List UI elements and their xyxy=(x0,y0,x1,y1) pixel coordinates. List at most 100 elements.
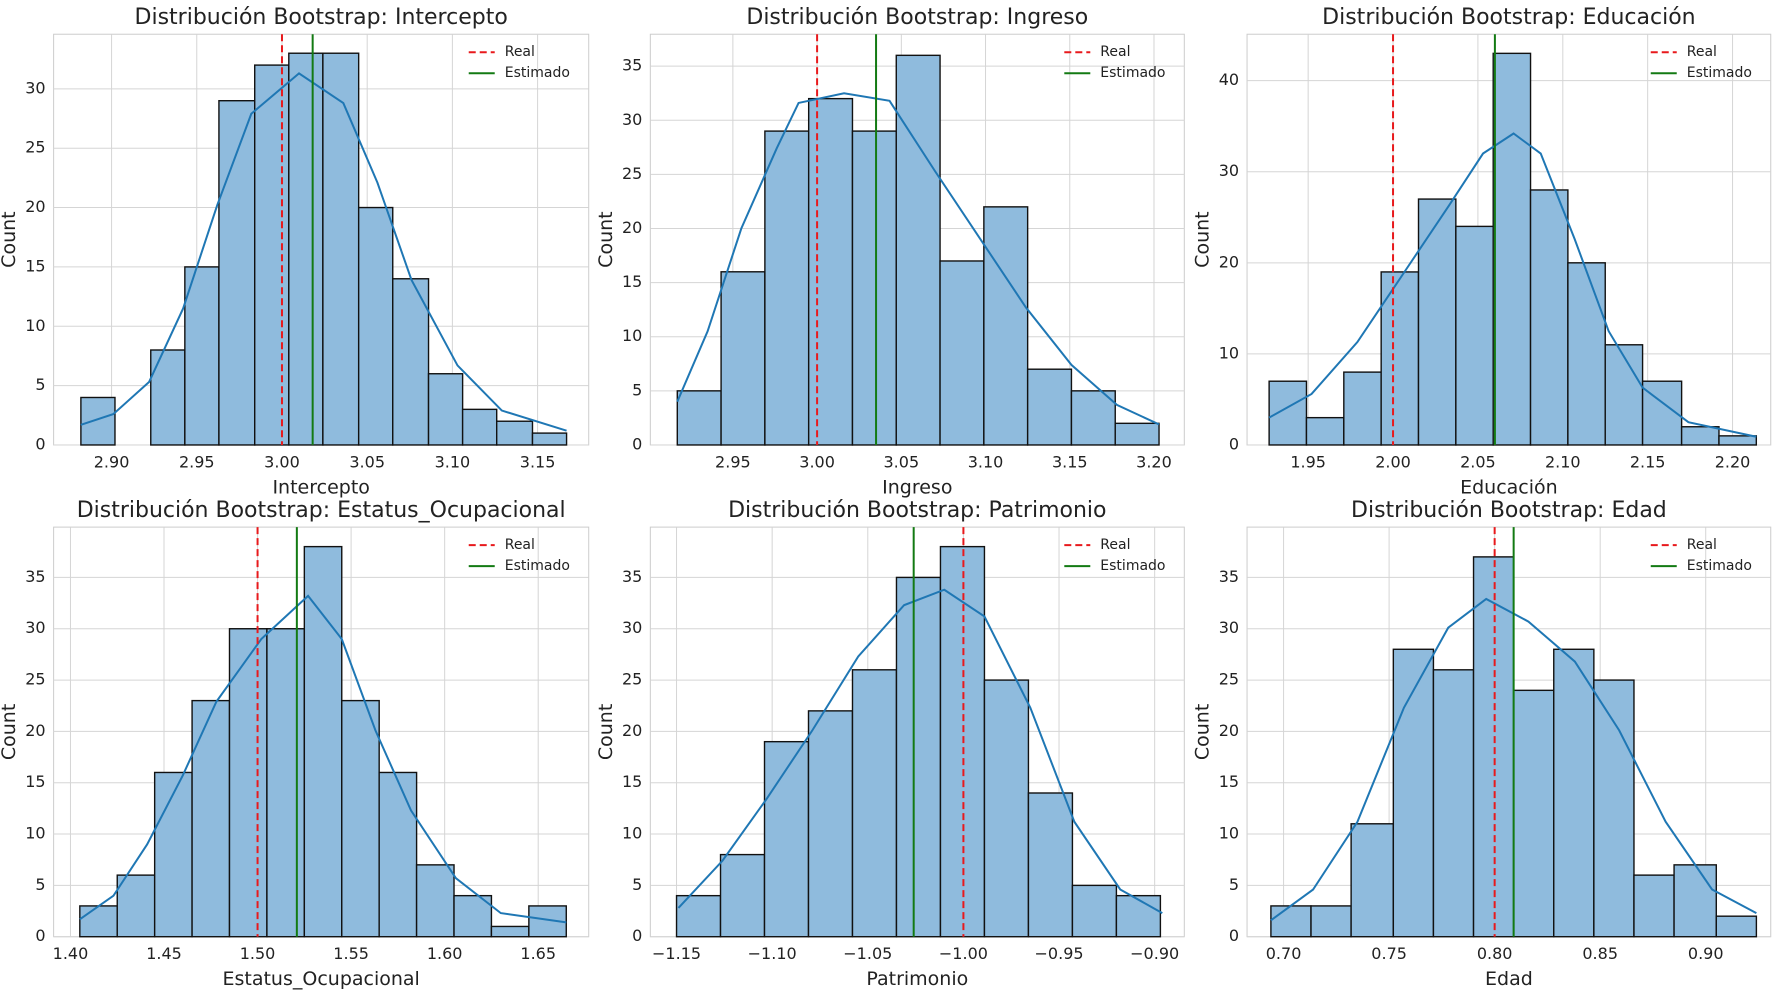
chart-title: Distribución Bootstrap: Ingreso xyxy=(746,5,1088,30)
y-tick-label: 20 xyxy=(1219,721,1239,740)
histogram-bar xyxy=(1604,344,1644,446)
y-tick-label: 0 xyxy=(35,926,45,945)
x-tick-label: 2.05 xyxy=(1460,452,1496,471)
y-tick-label: 15 xyxy=(622,772,642,791)
histogram-bar xyxy=(720,271,766,446)
histogram-bar xyxy=(303,545,343,938)
histogram-bar xyxy=(116,874,156,938)
y-tick-label: 10 xyxy=(25,824,45,843)
y-tick-label: 0 xyxy=(1229,434,1239,453)
histogram-bar xyxy=(895,576,942,938)
x-tick-label: 3.00 xyxy=(264,452,300,471)
y-axis-label: Count xyxy=(595,211,617,267)
histogram-bar xyxy=(1071,884,1118,938)
y-axis-label: Count xyxy=(0,704,20,760)
histogram-bar xyxy=(1472,556,1515,938)
y-tick-label: 40 xyxy=(1219,70,1239,89)
x-tick-label: 0.70 xyxy=(1266,944,1302,963)
histogram-bar xyxy=(763,740,810,938)
histogram-bar xyxy=(764,130,810,446)
histogram-bar xyxy=(1115,894,1162,938)
y-tick-label: 30 xyxy=(1219,618,1239,637)
y-tick-label: 25 xyxy=(1219,670,1239,689)
x-tick-label: 0.80 xyxy=(1477,944,1513,963)
x-tick-label: 3.15 xyxy=(520,452,556,471)
histogram-bar xyxy=(983,206,1029,446)
x-tick-label: 0.90 xyxy=(1688,944,1724,963)
legend-label: Real xyxy=(1100,537,1130,553)
y-tick-label: 25 xyxy=(25,670,45,689)
histogram-bar xyxy=(1027,792,1074,938)
legend-label: Real xyxy=(1100,44,1130,60)
legend-label: Real xyxy=(505,44,535,60)
x-tick-label: 2.95 xyxy=(715,452,751,471)
histogram-bar xyxy=(80,396,116,446)
histogram-bar xyxy=(1343,371,1382,446)
y-tick-label: 30 xyxy=(25,618,45,637)
y-tick-label: 30 xyxy=(25,78,45,97)
y-tick-label: 20 xyxy=(622,218,642,237)
histogram-bar xyxy=(1567,262,1606,446)
x-tick-label: 3.10 xyxy=(968,452,1004,471)
histogram-bar xyxy=(1114,422,1160,446)
legend-label: Real xyxy=(1687,537,1717,553)
histogram-bar xyxy=(807,97,854,446)
x-tick-label: −0.90 xyxy=(1130,944,1179,963)
histogram-bar xyxy=(218,100,256,446)
y-tick-label: 10 xyxy=(1219,824,1239,843)
histogram-bar xyxy=(1417,198,1457,446)
x-tick-label: −1.05 xyxy=(843,944,892,963)
y-tick-label: 25 xyxy=(622,164,642,183)
histogram-bar xyxy=(983,679,1030,938)
x-tick-label: −0.95 xyxy=(1035,944,1084,963)
histogram-bar xyxy=(378,771,418,938)
x-tick-label: 3.10 xyxy=(435,452,471,471)
histogram-bar xyxy=(807,710,854,938)
histogram-bar xyxy=(1718,435,1758,446)
x-tick-label: 1.95 xyxy=(1290,452,1326,471)
x-tick-label: 3.20 xyxy=(1136,452,1172,471)
histogram-bar xyxy=(415,864,455,938)
legend-label: Real xyxy=(505,537,535,553)
kde-line xyxy=(677,588,1163,914)
legend-label: Real xyxy=(1687,44,1717,60)
histogram-bar xyxy=(1593,679,1635,938)
histogram-bar xyxy=(1350,823,1395,938)
y-tick-label: 20 xyxy=(25,197,45,216)
y-tick-label: 0 xyxy=(1229,926,1239,945)
legend-label: Estimado xyxy=(1687,65,1752,81)
x-tick-label: −1.15 xyxy=(652,944,701,963)
y-tick-label: 0 xyxy=(632,434,642,453)
histogram-bar xyxy=(851,130,897,446)
y-axis-label: Count xyxy=(1192,704,1214,760)
x-tick-label: 1.40 xyxy=(53,944,89,963)
histogram-bar xyxy=(1633,874,1675,938)
legend-label: Estimado xyxy=(505,558,570,574)
y-tick-label: 15 xyxy=(25,256,45,275)
histogram-bar xyxy=(427,373,464,446)
histogram-bar xyxy=(676,390,722,446)
y-tick-label: 15 xyxy=(25,772,45,791)
x-tick-label: −1.00 xyxy=(939,944,988,963)
histogram-bar xyxy=(392,278,430,446)
y-tick-label: 20 xyxy=(1219,252,1239,271)
y-tick-label: 10 xyxy=(622,824,642,843)
y-tick-label: 5 xyxy=(632,380,642,399)
chart-title: Distribución Bootstrap: Educación xyxy=(1322,5,1695,30)
kde-line xyxy=(80,72,567,432)
y-tick-label: 5 xyxy=(1229,875,1239,894)
x-tick-label: 1.45 xyxy=(146,944,182,963)
x-axis-label: Intercepto xyxy=(272,476,369,498)
kde-line xyxy=(1268,132,1757,438)
histogram-bar xyxy=(490,925,530,938)
y-tick-label: 35 xyxy=(622,56,642,75)
y-tick-label: 5 xyxy=(35,875,45,894)
histogram-bar xyxy=(719,853,766,938)
histogram-bar xyxy=(1455,225,1494,446)
x-tick-label: 2.95 xyxy=(179,452,215,471)
histogram-bar xyxy=(1492,52,1532,446)
x-tick-label: −1.10 xyxy=(748,944,797,963)
kde-line xyxy=(676,92,1160,426)
histogram-bar xyxy=(1310,905,1352,938)
histogram-bar xyxy=(1268,380,1308,446)
